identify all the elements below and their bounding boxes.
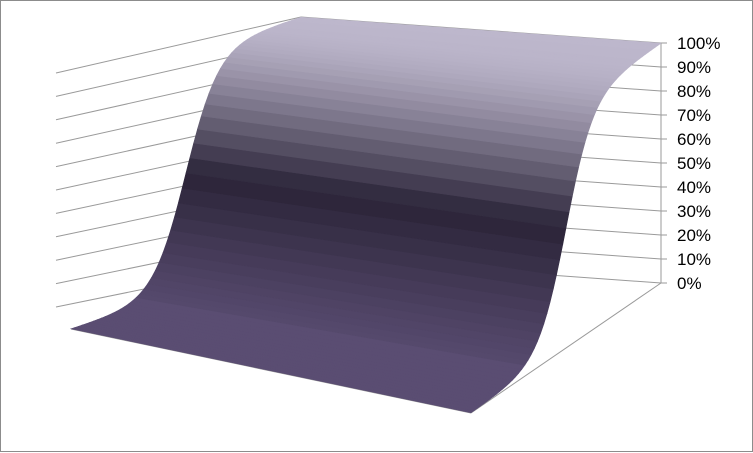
z-tick-label: 20%: [677, 226, 711, 245]
surface-layer: [69, 16, 662, 414]
z-tick-label: 0%: [677, 274, 702, 293]
floor-right-edge: [470, 282, 662, 414]
z-tick-label: 30%: [677, 202, 711, 221]
z-tick-label: 90%: [677, 58, 711, 77]
z-tick-label: 50%: [677, 154, 711, 173]
z-tick-label: 10%: [677, 250, 711, 269]
left-wall-gridline: [55, 16, 302, 74]
z-tick-label: 40%: [677, 178, 711, 197]
z-tick-label: 60%: [677, 130, 711, 149]
z-tick-label: 70%: [677, 106, 711, 125]
z-tick-label: 100%: [677, 34, 720, 53]
z-tick-label: 80%: [677, 82, 711, 101]
z-axis-labels: 0% 10% 20% 30% 40% 50% 60% 70% 80% 90% 100%: [661, 34, 720, 293]
